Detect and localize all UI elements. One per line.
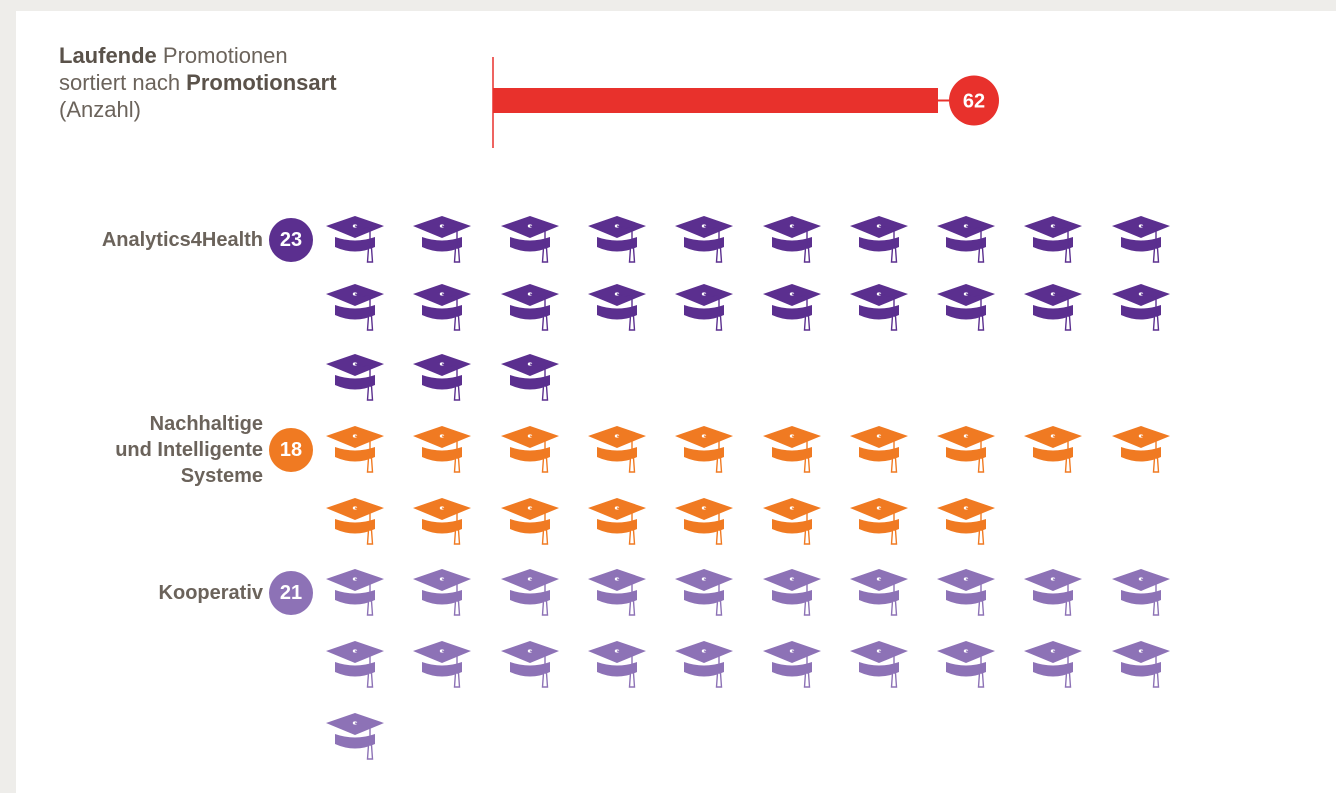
- graduation-cap-icon: [587, 424, 647, 476]
- graduation-cap-icon: [674, 496, 734, 548]
- graduation-cap-icon: [587, 639, 647, 691]
- graduation-cap-icon: [1023, 214, 1083, 266]
- graduation-cap-icon: [587, 496, 647, 548]
- category-label-kooperativ: Kooperativ: [159, 580, 263, 606]
- total-bar-chart: 62: [492, 57, 999, 148]
- graduation-cap-icon: [412, 567, 472, 619]
- graduation-cap-icon: [674, 282, 734, 334]
- graduation-cap-icon: [500, 496, 560, 548]
- graduation-cap-icon: [500, 282, 560, 334]
- graduation-cap-icon: [500, 567, 560, 619]
- graduation-cap-icon: [762, 424, 822, 476]
- graduation-cap-icon: [325, 639, 385, 691]
- graduation-cap-icon: [325, 282, 385, 334]
- graduation-cap-icon: [762, 496, 822, 548]
- graduation-cap-icon: [587, 214, 647, 266]
- total-bar: [493, 88, 938, 113]
- graduation-cap-icon: [500, 639, 560, 691]
- count-badge-kooperativ: 21: [269, 571, 313, 615]
- graduation-cap-icon: [849, 424, 909, 476]
- graduation-cap-icon: [762, 214, 822, 266]
- graduation-cap-icon: [412, 496, 472, 548]
- graduation-cap-icon: [500, 352, 560, 404]
- graduation-cap-icon: [325, 424, 385, 476]
- graduation-cap-icon: [325, 496, 385, 548]
- graduation-cap-icon: [762, 567, 822, 619]
- graduation-cap-icon: [325, 567, 385, 619]
- total-badge: [949, 75, 999, 126]
- count-badge-nachhaltige-systeme: 18: [269, 428, 313, 472]
- graduation-cap-icon: [325, 214, 385, 266]
- graduation-cap-icon: [1111, 282, 1171, 334]
- graduation-cap-icon: [849, 282, 909, 334]
- graduation-cap-icon: [1111, 639, 1171, 691]
- graduation-cap-icon: [936, 424, 996, 476]
- title-line-3: (Anzahl): [59, 97, 141, 122]
- graduation-cap-icon: [936, 567, 996, 619]
- chart-title: Laufende Promotionen sortiert nach Promo…: [59, 42, 337, 123]
- graduation-cap-icon: [674, 567, 734, 619]
- category-label-line: und Intelligente: [115, 439, 263, 461]
- category-label-line: Nachhaltige: [149, 413, 263, 435]
- category-label-line: Analytics4Health: [101, 229, 263, 251]
- graduation-cap-icon: [762, 639, 822, 691]
- graduation-cap-icon: [674, 639, 734, 691]
- graduation-cap-icon: [412, 424, 472, 476]
- category-label-analytics4health: Analytics4Health: [102, 227, 263, 253]
- chart-card: [16, 11, 1336, 793]
- graduation-cap-icon: [412, 352, 472, 404]
- graduation-cap-icon: [1111, 567, 1171, 619]
- graduation-cap-icon: [1111, 424, 1171, 476]
- category-label-nachhaltige-systeme: Nachhaltige und Intelligente Systeme: [115, 411, 263, 489]
- graduation-cap-icon: [412, 639, 472, 691]
- graduation-cap-icon: [936, 496, 996, 548]
- graduation-cap-icon: [587, 567, 647, 619]
- title-line-1: Laufende Promotionen: [59, 43, 288, 68]
- graduation-cap-icon: [412, 214, 472, 266]
- graduation-cap-icon: [412, 282, 472, 334]
- graduation-cap-icon: [1023, 424, 1083, 476]
- graduation-cap-icon: [936, 282, 996, 334]
- graduation-cap-icon: [762, 282, 822, 334]
- graduation-cap-icon: [1023, 567, 1083, 619]
- count-badge-analytics4health: 23: [269, 218, 313, 262]
- graduation-cap-icon: [325, 352, 385, 404]
- category-label-line: Kooperativ: [158, 582, 263, 604]
- graduation-cap-icon: [500, 424, 560, 476]
- graduation-cap-icon: [936, 214, 996, 266]
- graduation-cap-icon: [936, 639, 996, 691]
- graduation-cap-icon: [587, 282, 647, 334]
- graduation-cap-icon: [1023, 282, 1083, 334]
- title-line-2: sortiert nach Promotionsart: [59, 70, 337, 95]
- graduation-cap-icon: [500, 214, 560, 266]
- graduation-cap-icon: [325, 711, 385, 763]
- graduation-cap-icon: [849, 214, 909, 266]
- graduation-cap-icon: [849, 567, 909, 619]
- graduation-cap-icon: [849, 639, 909, 691]
- graduation-cap-icon: [674, 214, 734, 266]
- graduation-cap-icon: [674, 424, 734, 476]
- graduation-cap-icon: [1023, 639, 1083, 691]
- graduation-cap-icon: [849, 496, 909, 548]
- graduation-cap-icon: [1111, 214, 1171, 266]
- total-value-label: 62: [963, 91, 985, 113]
- category-label-line: Systeme: [180, 465, 263, 487]
